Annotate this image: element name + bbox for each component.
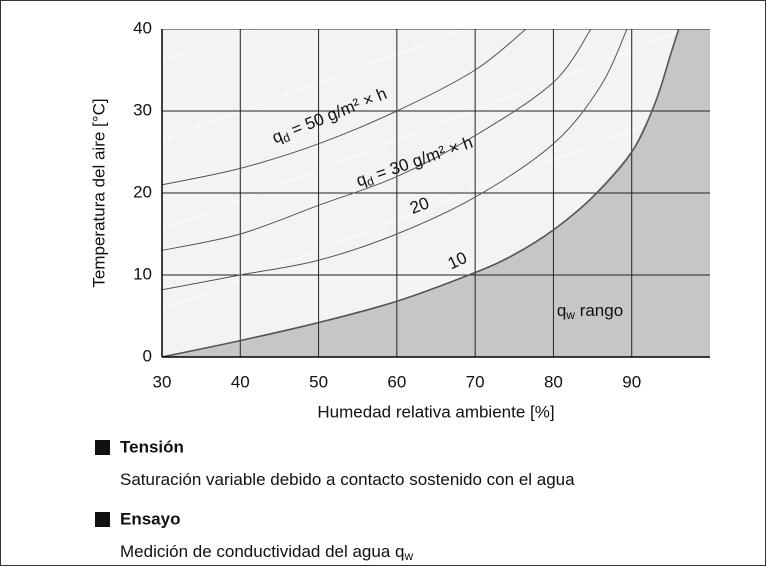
y-tick-label: 0 — [143, 346, 152, 365]
y-tick-label: 10 — [133, 264, 152, 283]
curve — [162, 29, 680, 357]
legend-text: Medición de conductividad del agua qw — [120, 542, 413, 563]
x-tick-label: 50 — [309, 372, 328, 391]
annotation-text: rango — [575, 301, 623, 320]
annotation-text: q — [557, 301, 566, 320]
plot-layer — [162, 29, 710, 357]
curve — [162, 29, 592, 251]
x-tick-label: 80 — [544, 372, 563, 391]
annotation-subscript: d — [365, 174, 376, 189]
legend-title: Tensión — [120, 437, 184, 456]
y-tick-label: 20 — [133, 182, 152, 201]
x-tick-label: 30 — [153, 372, 172, 391]
legend-subscript: w — [403, 549, 413, 563]
legend-square — [95, 512, 110, 527]
y-axis-label: Temperatura del aire [°C] — [89, 98, 108, 287]
legend-square — [95, 440, 110, 455]
legend-text: Saturación variable debido a contacto so… — [120, 470, 575, 489]
x-axis-label: Humedad relativa ambiente [%] — [317, 402, 554, 421]
annotation: qw rango — [557, 301, 623, 322]
annotation-subscript: w — [565, 308, 575, 322]
curve — [162, 29, 527, 186]
x-tick-label: 60 — [387, 372, 406, 391]
annotation-subscript: d — [281, 130, 292, 145]
legend-text: Saturación variable debido a contacto so… — [120, 470, 575, 489]
y-tick-label: 40 — [133, 18, 152, 37]
x-tick-label: 40 — [231, 372, 250, 391]
x-tick-label: 70 — [466, 372, 485, 391]
curve — [162, 29, 628, 291]
x-tick-label: 90 — [622, 372, 641, 391]
legend-title: Ensayo — [120, 509, 180, 528]
y-tick-label: 30 — [133, 100, 152, 119]
legend-text: Medición de conductividad del agua q — [120, 542, 404, 561]
